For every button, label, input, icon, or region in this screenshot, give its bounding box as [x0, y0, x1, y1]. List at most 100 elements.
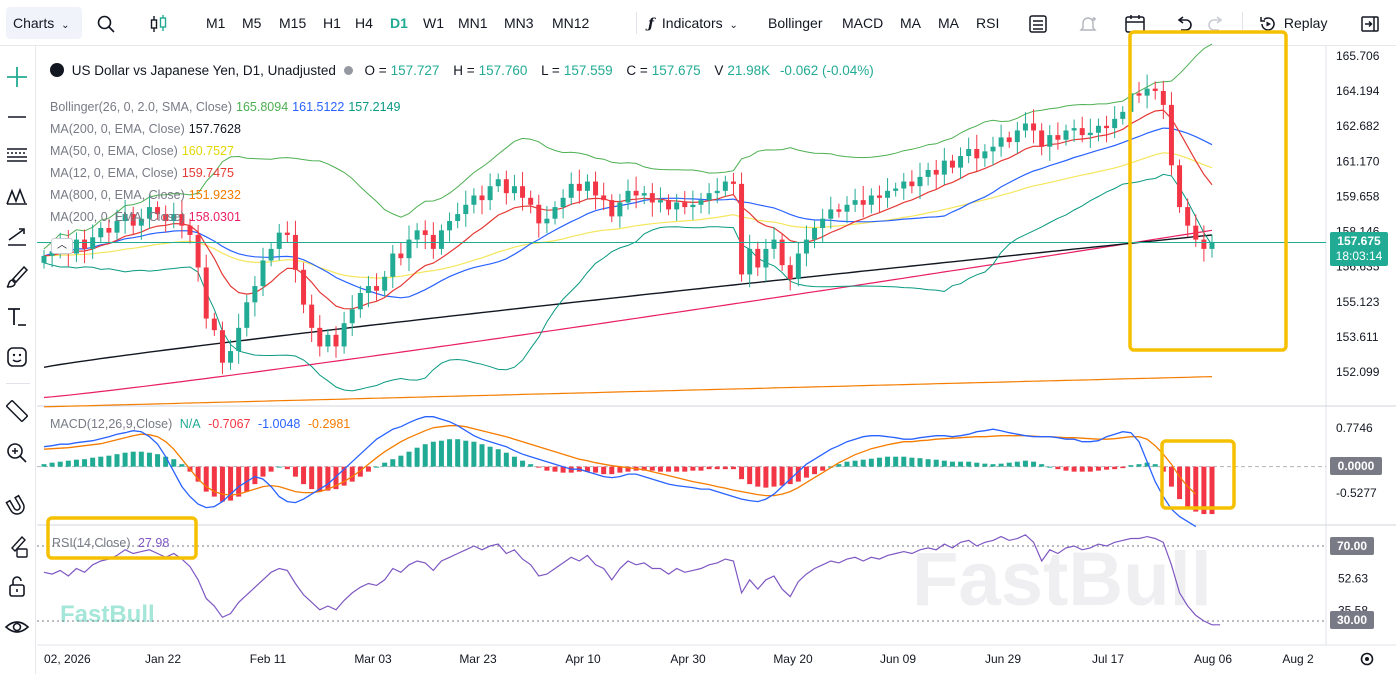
- crosshair-icon[interactable]: [4, 64, 30, 90]
- chart-type-button[interactable]: [148, 7, 170, 39]
- indicator-legend-row: MA(800, 0, EMA, Close) 151.9232: [50, 188, 245, 202]
- drawing-toolbar: [0, 46, 36, 674]
- candle-body: [568, 183, 574, 198]
- volume-label: V: [714, 63, 724, 78]
- macd-histogram-bar: [309, 466, 315, 490]
- candlestick-series: [41, 74, 1215, 375]
- macd-histogram-bar: [495, 449, 501, 467]
- open-label: O =: [364, 63, 387, 78]
- quick-indicator-ma-3[interactable]: MA: [938, 15, 959, 31]
- fullscreen-button[interactable]: [1360, 7, 1380, 39]
- candle-body: [828, 209, 834, 219]
- macd-histogram-bar: [698, 466, 704, 471]
- text-tool-icon[interactable]: [4, 304, 30, 330]
- collapse-legend-button[interactable]: ︿: [51, 238, 73, 254]
- interval-h1[interactable]: H1: [323, 15, 341, 31]
- pattern-icon[interactable]: [4, 184, 30, 210]
- candle-body: [333, 334, 339, 347]
- price-tick-label: 165.706: [1336, 49, 1380, 63]
- indicator-legend-row: MA(12, 0, EMA, Close) 159.7475: [50, 166, 238, 180]
- draw-lock-icon[interactable]: [4, 534, 30, 560]
- layout-button[interactable]: [1028, 7, 1048, 39]
- macd-histogram-bar: [690, 466, 696, 471]
- macd-histogram-bar: [901, 456, 907, 467]
- trend-line-icon[interactable]: [4, 104, 30, 130]
- quick-indicator-bollinger-0[interactable]: Bollinger: [768, 15, 823, 31]
- candle-body: [1112, 118, 1118, 129]
- interval-w1[interactable]: W1: [423, 15, 444, 31]
- macd-zero-badge: 0.0000: [1330, 457, 1382, 475]
- candle-body: [106, 227, 112, 233]
- highlight-box-price: [1128, 30, 1288, 352]
- quick-indicator-macd-1[interactable]: MACD: [842, 15, 884, 31]
- candle-body: [268, 248, 274, 261]
- candle-body: [860, 200, 866, 205]
- candle-body: [982, 151, 988, 159]
- macd-histogram-bar: [422, 444, 428, 467]
- undo-button[interactable]: [1174, 7, 1194, 39]
- interval-m15[interactable]: M15: [279, 15, 307, 31]
- candle-body: [1079, 128, 1085, 136]
- candle-body: [609, 200, 615, 217]
- quick-indicator-rsi-4[interactable]: RSI: [976, 15, 1000, 31]
- eye-icon[interactable]: [4, 614, 30, 640]
- interval-mn3[interactable]: MN3: [504, 15, 534, 31]
- interval-m5[interactable]: M5: [242, 15, 262, 31]
- candle-body: [236, 327, 242, 352]
- macd-histogram-bar: [82, 459, 88, 467]
- alert-button[interactable]: [1078, 7, 1098, 39]
- macd-histogram-bar: [511, 456, 517, 467]
- candle-body: [1031, 123, 1037, 131]
- ruler-icon[interactable]: [4, 398, 30, 424]
- interval-mn1[interactable]: MN1: [458, 15, 488, 31]
- search-button[interactable]: [96, 7, 116, 39]
- toolbar-divider: [636, 12, 637, 34]
- candle-body: [309, 304, 315, 328]
- macd-histogram-bar: [584, 466, 590, 472]
- macd-histogram-bar: [430, 441, 436, 467]
- macd-histogram-bar: [730, 466, 736, 470]
- projection-icon[interactable]: [4, 224, 30, 250]
- candle-body: [341, 323, 347, 347]
- fib-lines-icon[interactable]: [4, 142, 30, 168]
- macd-histogram-bar: [617, 466, 623, 473]
- candle-body: [357, 293, 363, 310]
- interval-d1[interactable]: D1: [390, 15, 408, 31]
- replay-label: Replay: [1283, 15, 1328, 31]
- time-tick-label: Mar 03: [354, 652, 392, 666]
- macd-histogram-bar: [1055, 466, 1061, 470]
- rsi-name: RSI(14,Close): [52, 536, 131, 550]
- zoom-in-icon[interactable]: [4, 440, 30, 466]
- candle-body: [187, 225, 193, 235]
- quick-indicator-ma-2[interactable]: MA: [900, 15, 921, 31]
- lock-icon[interactable]: [4, 574, 30, 600]
- indicator-lines: [43, 43, 1213, 408]
- macd-histogram-bar: [365, 466, 371, 472]
- redo-button[interactable]: [1206, 7, 1226, 39]
- indicators-button[interactable]: ƒ Indicators ⌄: [648, 7, 738, 39]
- redo-icon: [1208, 16, 1223, 32]
- candle-body: [73, 239, 79, 254]
- interval-m1[interactable]: M1: [206, 15, 226, 31]
- watermark-large: FastBull: [912, 537, 1212, 622]
- charts-menu-button[interactable]: Charts ⌄: [6, 7, 82, 39]
- highlight-box-macd: [1160, 439, 1236, 510]
- open-value: 157.727: [390, 63, 440, 78]
- macd-histogram-bar: [90, 457, 96, 467]
- interval-h4[interactable]: H4: [355, 15, 373, 31]
- gear-icon[interactable]: [1360, 652, 1374, 666]
- calendar-button[interactable]: [1124, 7, 1146, 39]
- macd-histogram-bar: [219, 466, 225, 502]
- macd-histogram-bar: [252, 466, 258, 485]
- emoji-icon[interactable]: [4, 344, 30, 370]
- main-legend: US Dollar vs Japanese Yen, D1, Unadjuste…: [50, 63, 878, 78]
- macd-histogram-bar: [325, 466, 331, 491]
- macd-histogram-bar: [341, 466, 347, 486]
- magnet-icon[interactable]: [4, 494, 30, 520]
- replay-button[interactable]: Replay: [1258, 7, 1327, 39]
- brush-icon[interactable]: [4, 264, 30, 290]
- candle-body: [1087, 132, 1093, 136]
- interval-mn12[interactable]: MN12: [552, 15, 590, 31]
- macd-histogram-bar: [803, 466, 809, 478]
- change-value: -0.062 (-0.04%): [779, 63, 874, 78]
